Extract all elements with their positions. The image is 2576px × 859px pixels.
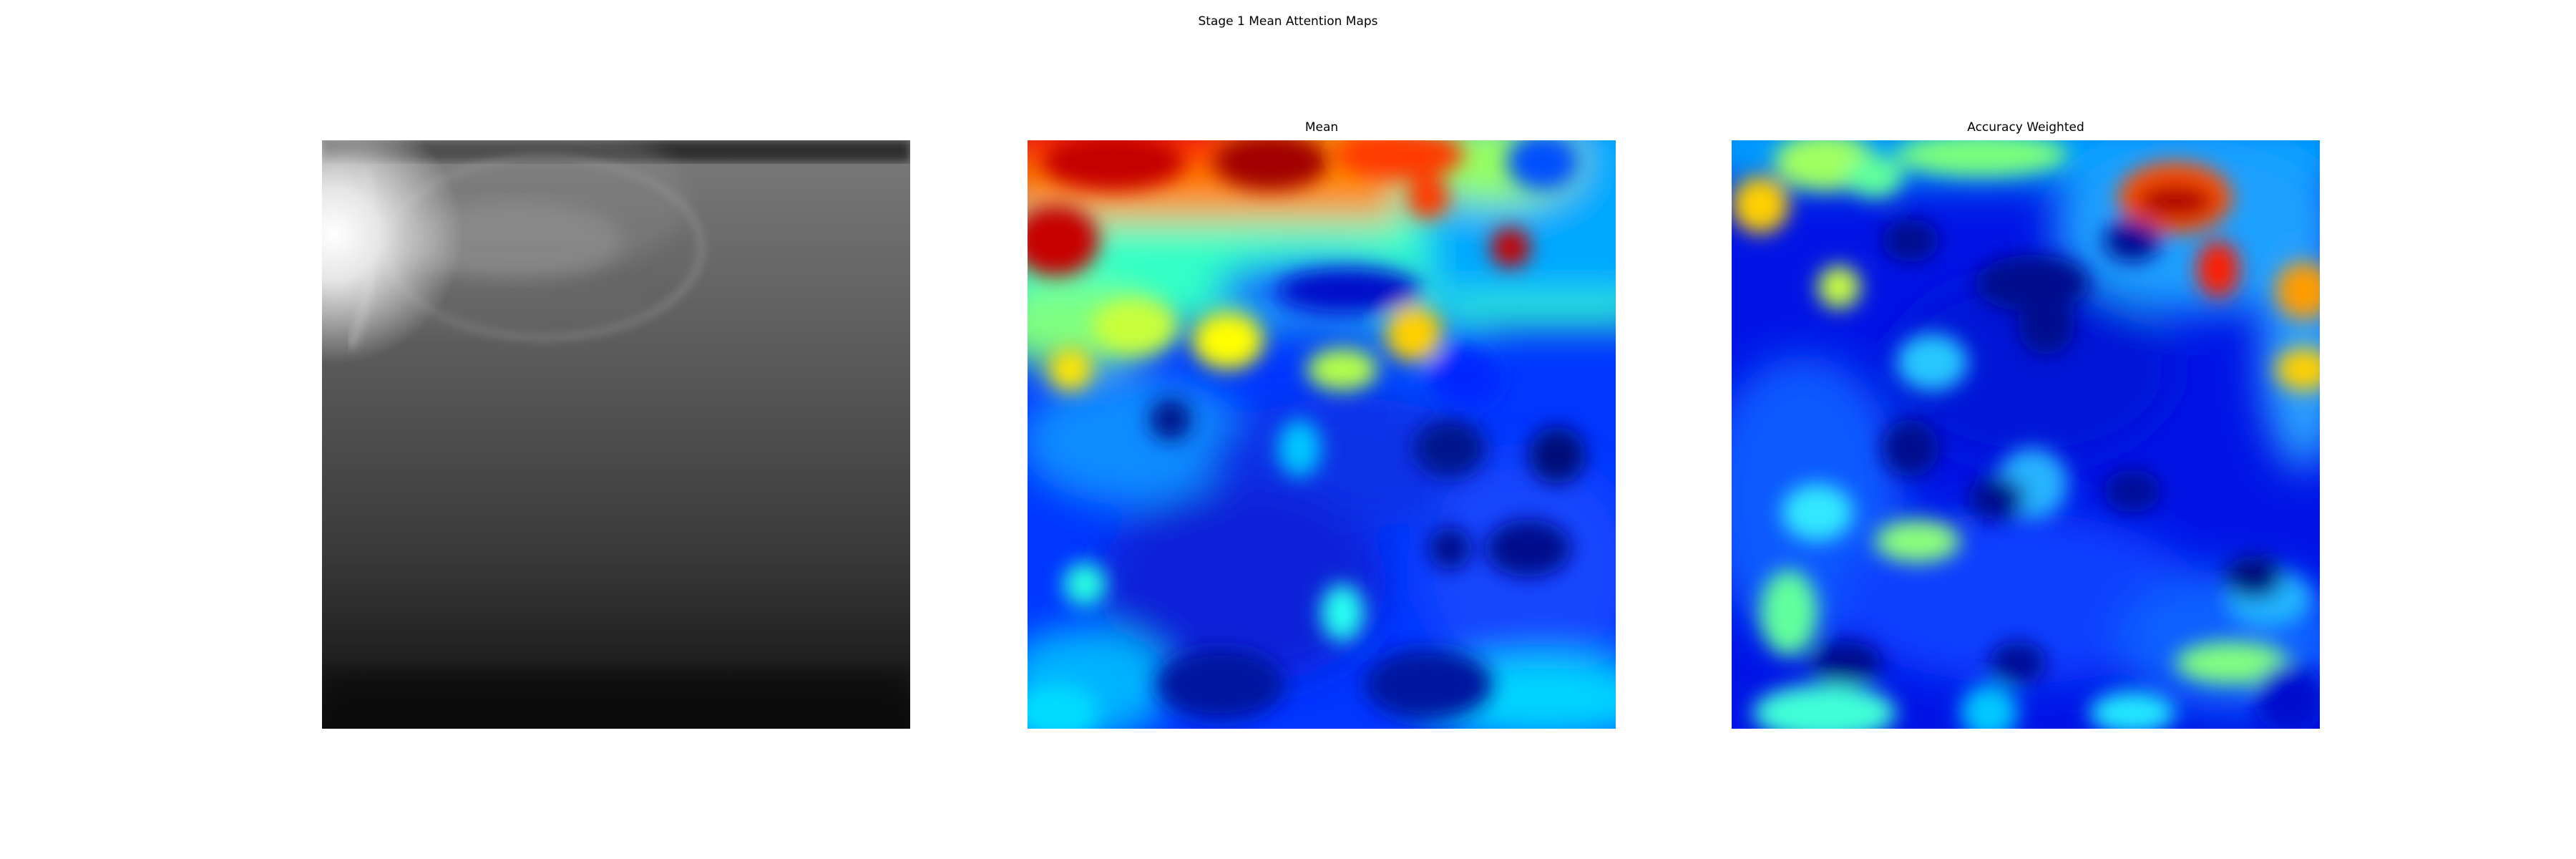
mean-heatmap xyxy=(1028,140,1616,729)
figure-title: Stage 1 Mean Attention Maps xyxy=(1198,14,1378,29)
accuracy-weighted-heatmap-panel xyxy=(1732,140,2320,729)
panel-title-mean: Mean xyxy=(1304,120,1339,135)
mean-heatmap-panel xyxy=(1028,140,1616,729)
panel-title-accuracy-weighted: Accuracy Weighted xyxy=(1967,120,2084,135)
xray-image xyxy=(322,140,910,729)
accuracy-weighted-heatmap xyxy=(1732,140,2320,729)
xray-image-panel xyxy=(322,140,910,729)
